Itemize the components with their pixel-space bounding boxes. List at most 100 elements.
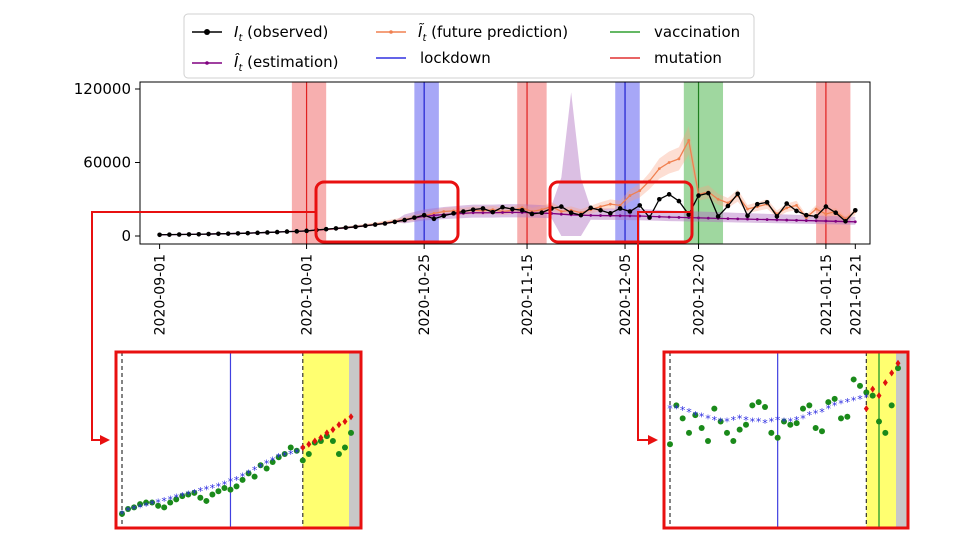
data-point-estimation [726,217,730,221]
zoom-observed-point [762,403,768,410]
data-point-estimation [510,210,514,214]
data-point-prediction [432,211,436,215]
data-point-observed [666,192,672,197]
data-point-observed [372,222,378,227]
zoom-estimation-point: * [131,503,137,516]
zoom-estimation-point: * [756,416,762,429]
zoom-estimation-point: * [743,414,749,427]
zoom-estimation-point: * [186,488,192,501]
main-chart: 0 60000 120000 2020-09-01 2020-10-01 2020-10… [74,80,871,335]
data-point-observed [206,231,211,237]
zoom-observed-point [125,506,132,513]
zoom-panel-left: ******************************* [114,350,363,530]
zoom-prediction-point [882,379,888,387]
zoom-observed-point [755,399,762,406]
zoom-observed-point [749,402,756,409]
zoom-observed-point [335,450,342,457]
zoom-estimation-point: * [180,490,186,503]
zoom-observed-point [812,425,819,432]
legend-label-lockdown: lockdown [420,49,491,67]
data-point-estimation [628,214,632,218]
data-point-observed [843,219,848,224]
data-point-prediction [638,189,642,193]
zoom-observed-point [863,389,870,396]
data-point-prediction [824,212,828,216]
zoom-estimation-point: * [819,406,825,419]
data-point-observed [745,213,750,219]
zoom-observed-point [768,429,775,436]
zoom-estimation-point: * [276,451,282,464]
legend-marker-observed [204,29,210,35]
zoom-observed-point [673,402,680,409]
zoom-estimation-point: * [674,403,680,416]
zoom-observed-point [819,428,825,435]
connector-arrow-left [91,211,316,445]
x-tick-label: 2021-01-21 [848,254,864,335]
zoom-prediction-zone [302,352,349,528]
series-layer [157,92,858,238]
x-tick-label: 2020-11-15 [520,254,536,335]
y-tick-label: 60000 [83,154,131,172]
data-point-observed [382,221,388,226]
zoom-observed-point [895,365,901,372]
data-point-observed [813,214,819,219]
zoom-observed-point [736,426,743,433]
data-point-estimation [667,215,671,219]
zoom-observed-point [305,450,312,457]
zoom-estimation-point: * [192,487,198,500]
data-point-prediction [442,210,446,213]
zoom-estimation-point: * [149,498,155,511]
data-point-estimation [432,214,436,217]
event-band-mutation-5 [816,82,851,244]
zoom-estimation-point: * [838,398,844,411]
zoom-observed-point [341,444,348,451]
zoom-estimation-point: * [234,474,240,487]
zoom-observed-point [679,415,686,422]
data-point-prediction [599,205,602,209]
zoom-observed-point [119,510,125,517]
zoom-estimation-point: * [813,407,819,420]
legend-entry-lockdown: lockdown [376,49,491,67]
data-point-observed [559,204,564,209]
data-point-estimation [824,219,828,223]
data-point-observed [265,230,270,235]
data-point-estimation [589,214,593,217]
data-point-prediction [559,210,563,213]
data-point-estimation [559,212,563,216]
zoom-observed-point [197,494,204,501]
data-point-estimation [804,219,808,222]
data-point-observed [735,191,741,197]
zoom-observed-point [724,429,730,436]
zoom-estimation-point: * [832,399,838,412]
data-point-estimation [736,217,740,221]
data-point-observed [235,231,241,236]
data-point-observed [725,203,731,209]
data-point-observed [304,228,309,234]
data-point-prediction [795,203,798,207]
legend: It (observed) Ît (estimation) Ĩt (future… [183,13,755,79]
zoom-estimation-point: * [294,446,300,459]
data-point-estimation [501,211,504,214]
zoom-observed-point [191,489,198,496]
zoom-estimation-point: * [173,492,179,505]
data-point-observed [833,210,839,216]
zoom-panel-right: * * * * * * * * * * * * * * * * * * * * * * * * * * * * * * * * [662,350,910,530]
zoom-observed-point [876,418,882,425]
zoom-prediction-point [336,421,342,429]
data-point-estimation [687,216,691,220]
zoom-observed-point [203,497,210,504]
zoom-estimation-point: * [775,414,781,427]
zoom-estimation-point: * [167,493,173,506]
zoom-estimation-point: * [686,406,692,419]
legend-label-prediction-text: (future prediction) [431,23,568,41]
data-point-observed [480,206,486,211]
data-point-prediction [746,207,749,211]
y-axis: 0 60000 120000 [74,80,140,245]
data-point-observed [186,232,192,237]
zoom-observed-point [251,473,258,480]
data-point-estimation [657,215,661,219]
data-point-estimation [471,211,475,215]
zoom-frame [662,350,910,530]
connector-arrow-right [637,211,692,445]
zoom-observed-point [209,491,216,498]
